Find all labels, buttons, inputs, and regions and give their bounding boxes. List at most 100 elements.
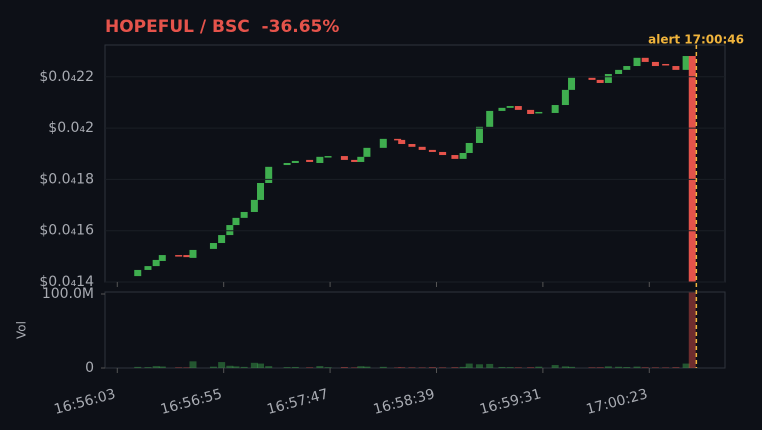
volume-bar (514, 367, 522, 368)
candle (250, 199, 258, 212)
volume-bar (363, 366, 371, 368)
volume-tick-label: 0 (85, 360, 94, 376)
volume-bar (662, 367, 670, 368)
volume-bar (568, 366, 576, 368)
y-tick-label: $0.0₄18 (39, 171, 94, 187)
volume-bar (357, 366, 365, 368)
candle (183, 255, 191, 258)
volume-bar (316, 366, 324, 368)
candle (596, 79, 604, 83)
candle (152, 259, 160, 267)
volume-bar (226, 365, 234, 368)
candle (651, 61, 659, 67)
candle (428, 149, 436, 152)
volume-bar (232, 366, 240, 368)
candle (459, 152, 467, 159)
candle (351, 159, 359, 162)
candle (568, 77, 576, 90)
candle (240, 211, 248, 218)
candle (324, 156, 332, 158)
volume-bar (351, 367, 359, 368)
volume-bar (189, 361, 197, 368)
volume-bar (209, 366, 217, 368)
volume-bar (465, 363, 473, 368)
volume-bar (250, 362, 258, 368)
candle (408, 144, 416, 147)
candle (514, 106, 522, 110)
y-tick-label: $0.0₄2 (48, 120, 94, 136)
volume-bar (398, 367, 406, 368)
volume-bar (428, 367, 436, 368)
volume-bar (175, 367, 183, 368)
volume-bar (418, 367, 426, 368)
candle (218, 235, 226, 244)
volume-bar (459, 366, 467, 368)
volume-bar (651, 367, 659, 368)
volume-bar (688, 292, 696, 368)
candle (226, 225, 234, 236)
volume-bar (506, 367, 514, 368)
volume-bar (340, 367, 348, 368)
volume-bar (283, 367, 291, 368)
volume-bar (183, 367, 191, 368)
volume-bar (682, 363, 690, 368)
candle (486, 110, 494, 127)
candle (688, 56, 696, 282)
volume-bar (379, 366, 387, 368)
candle (475, 126, 483, 143)
candle (439, 151, 447, 156)
candle (506, 106, 514, 108)
volume-bar (240, 366, 248, 368)
candle (535, 111, 543, 114)
candle (604, 73, 612, 83)
candle (641, 57, 649, 62)
volume-bar (134, 366, 142, 368)
volume-bar (306, 367, 314, 368)
candle (357, 156, 365, 162)
volume-bar (527, 367, 535, 368)
volume-bar (561, 366, 569, 368)
candle (672, 66, 680, 70)
volume-bar (265, 366, 273, 368)
candle (588, 77, 596, 80)
y-tick-label: $0.0₄16 (39, 223, 94, 239)
volume-bar (596, 367, 604, 368)
candle (561, 89, 569, 106)
volume-bar (623, 367, 631, 368)
candle (615, 69, 623, 74)
y-tick-label: $0.0₄22 (39, 69, 94, 85)
candle (465, 142, 473, 153)
volume-axis-label: Vol (15, 321, 29, 339)
candle (291, 160, 299, 163)
volume-bar (641, 367, 649, 368)
alert-label: alert 17:00:46 (648, 33, 744, 47)
volume-bar (324, 367, 332, 368)
volume-bar (486, 363, 494, 368)
volume-bar (439, 367, 447, 368)
candle (306, 159, 314, 162)
candle (209, 243, 217, 249)
volume-panel (104, 291, 726, 369)
candles (134, 56, 696, 282)
volume-bar (144, 367, 152, 368)
volume-bar (451, 367, 459, 368)
volume-bar (615, 366, 623, 368)
volume-bar (158, 366, 166, 368)
volume-bar (152, 366, 160, 368)
candle (232, 217, 240, 226)
candle (379, 138, 387, 148)
candle (265, 166, 273, 183)
candle (340, 156, 348, 160)
candle (134, 269, 142, 277)
volume-tick-label: 100.0M (42, 286, 94, 302)
candle (283, 162, 291, 166)
volume-bar (672, 367, 680, 368)
volume-bar (588, 367, 596, 368)
candle (316, 156, 324, 163)
candle (189, 249, 197, 258)
candle (527, 109, 535, 114)
candle (158, 255, 166, 261)
candle (623, 66, 631, 70)
